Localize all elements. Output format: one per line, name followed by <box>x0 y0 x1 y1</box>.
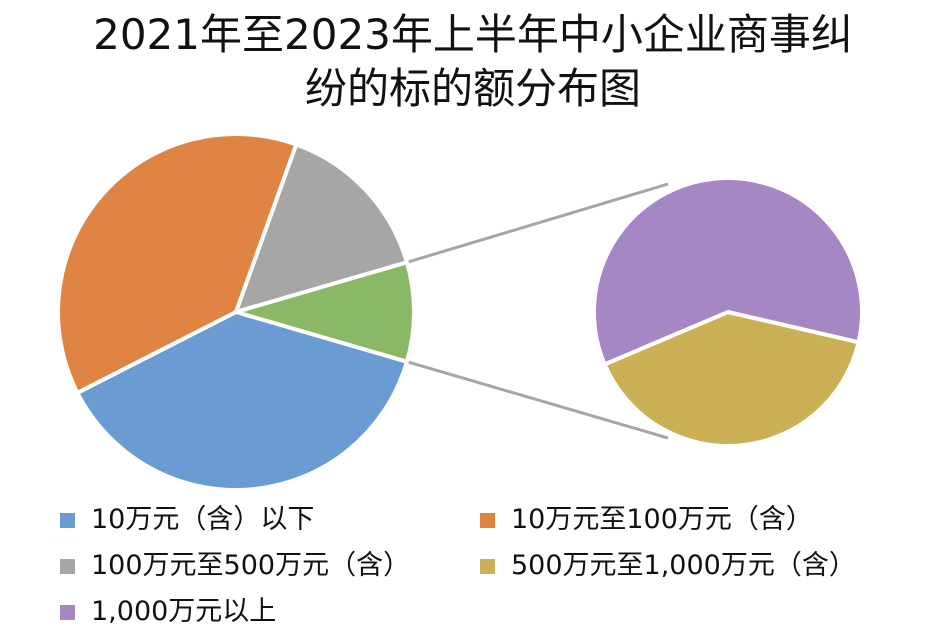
legend-swatch <box>60 604 75 620</box>
connector-line-top <box>406 182 669 264</box>
slice-100w-500w <box>234 142 409 314</box>
legend-item-over-1000w: 1,000万元以上 <box>60 592 480 632</box>
legend-label: 500万元至1,000万元（含） <box>511 550 856 581</box>
slice-10w-100w <box>56 132 299 395</box>
legend-swatch <box>480 558 495 574</box>
chart-title: 2021年至2023年上半年中小企业商事纠 纷的标的额分布图 <box>0 8 946 116</box>
legend-item-100w-500w: 100万元至500万元（含） <box>60 546 480 586</box>
legend-label: 1,000万元以上 <box>91 596 277 627</box>
chart-title-line-1: 2021年至2023年上半年中小企业商事纠 <box>93 10 853 59</box>
legend-swatch <box>480 512 495 528</box>
legend-label: 100万元至500万元（含） <box>91 550 411 581</box>
legend: 10万元（含）以下 10万元至100万元（含） 100万元至500万元（含） 5… <box>60 500 940 632</box>
legend-swatch <box>60 512 75 528</box>
slice-other-combined <box>234 260 416 364</box>
chart-title-line-2: 纷的标的额分布图 <box>304 64 641 113</box>
slice-under-10w <box>75 310 409 492</box>
legend-item-under-10w: 10万元（含）以下 <box>60 500 480 540</box>
legend-label: 10万元（含）以下 <box>91 504 315 535</box>
slice-over-1000w <box>592 176 864 367</box>
legend-item-500w-1000w: 500万元至1,000万元（含） <box>480 546 920 586</box>
connector-line-bottom <box>406 360 669 440</box>
legend-label: 10万元至100万元（含） <box>511 504 813 535</box>
legend-item-10w-100w: 10万元至100万元（含） <box>480 500 920 540</box>
legend-swatch <box>60 558 75 574</box>
slice-500w-1000w <box>602 310 861 448</box>
